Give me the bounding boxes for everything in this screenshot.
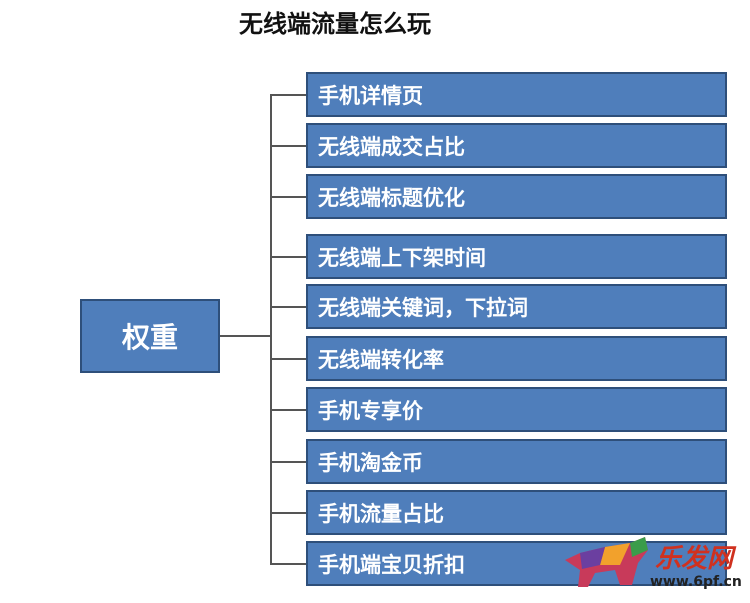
child-node: 无线端转化率 (306, 336, 727, 381)
connector-branch (270, 563, 307, 565)
root-node: 权重 (80, 299, 220, 373)
connector-root (220, 335, 271, 337)
watermark-url: www.6pf.cn (650, 574, 742, 590)
child-node: 手机流量占比 (306, 490, 727, 535)
child-node: 无线端标题优化 (306, 174, 727, 219)
child-node: 无线端上下架时间 (306, 234, 727, 279)
connector-trunk (270, 94, 272, 563)
connector-branch (270, 358, 307, 360)
child-node: 手机详情页 (306, 72, 727, 117)
child-node: 无线端关键词，下拉词 (306, 284, 727, 329)
child-node: 手机淘金币 (306, 439, 727, 484)
connector-branch (270, 145, 307, 147)
connector-branch (270, 306, 307, 308)
diagram-title: 无线端流量怎么玩 (239, 10, 431, 38)
connector-branch (270, 512, 307, 514)
child-node: 手机专享价 (306, 387, 727, 432)
connector-branch (270, 461, 307, 463)
connector-branch (270, 409, 307, 411)
bull-logo-icon (565, 537, 648, 587)
connector-branch (270, 94, 307, 96)
connector-branch (270, 256, 307, 258)
watermark-text: 乐发网 (655, 544, 734, 574)
connector-branch (270, 196, 307, 198)
child-node: 无线端成交占比 (306, 123, 727, 168)
child-node: 手机端宝贝折扣 (306, 541, 727, 586)
